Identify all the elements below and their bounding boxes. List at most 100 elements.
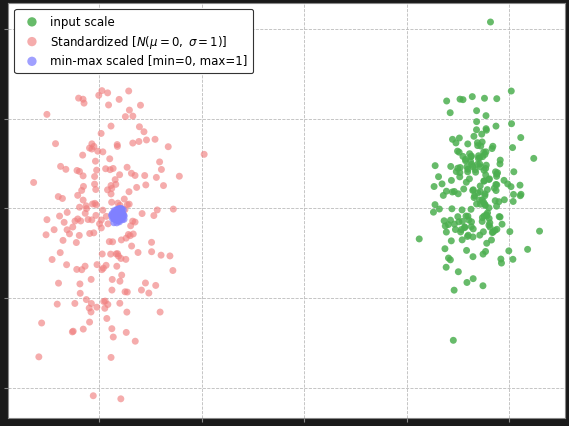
Point — [114, 213, 123, 220]
Point — [116, 213, 125, 219]
Point — [125, 189, 134, 196]
Point — [99, 265, 108, 272]
Point — [100, 305, 109, 312]
Point — [112, 211, 121, 218]
Point — [113, 208, 122, 215]
Point — [112, 215, 121, 222]
Point — [114, 208, 123, 215]
Point — [112, 211, 121, 218]
Point — [89, 42, 98, 49]
Point — [480, 178, 489, 185]
Point — [492, 182, 501, 189]
Point — [106, 183, 116, 190]
Point — [159, 183, 168, 190]
Point — [464, 217, 473, 224]
Point — [117, 237, 126, 244]
Point — [78, 153, 87, 159]
Point — [480, 201, 489, 208]
Point — [118, 210, 127, 217]
Point — [79, 197, 88, 204]
Point — [462, 179, 471, 186]
Point — [90, 201, 100, 207]
Point — [113, 144, 122, 150]
Point — [479, 229, 488, 236]
Point — [516, 135, 525, 141]
Point — [457, 227, 466, 233]
Point — [110, 213, 119, 220]
Point — [75, 233, 84, 239]
Point — [491, 169, 500, 176]
Point — [116, 210, 125, 217]
Point — [118, 212, 127, 219]
Point — [476, 164, 485, 171]
Point — [118, 213, 127, 220]
Point — [112, 211, 121, 218]
Point — [480, 193, 489, 200]
Point — [467, 161, 476, 168]
Point — [480, 213, 489, 220]
Point — [69, 328, 78, 335]
Point — [484, 177, 493, 184]
Point — [439, 193, 448, 199]
Point — [476, 189, 485, 196]
Point — [497, 221, 506, 228]
Point — [128, 113, 137, 120]
Point — [122, 329, 131, 336]
Point — [112, 216, 121, 223]
Point — [117, 206, 126, 213]
Point — [489, 229, 498, 236]
Point — [446, 164, 455, 170]
Point — [484, 222, 493, 229]
Point — [119, 212, 128, 219]
Point — [115, 213, 124, 220]
Point — [117, 210, 126, 217]
Point — [481, 166, 490, 173]
Point — [448, 137, 457, 144]
Point — [108, 276, 117, 283]
Point — [112, 216, 121, 223]
Point — [134, 139, 143, 146]
Point — [469, 187, 478, 194]
Point — [468, 253, 477, 260]
Point — [92, 167, 101, 174]
Point — [455, 170, 464, 176]
Point — [72, 239, 81, 246]
Point — [500, 197, 509, 204]
Point — [122, 164, 131, 171]
Point — [113, 211, 122, 218]
Point — [90, 181, 99, 188]
Point — [125, 201, 134, 208]
Point — [155, 159, 164, 166]
Point — [113, 208, 122, 215]
Point — [473, 140, 482, 147]
Point — [111, 210, 120, 216]
Point — [112, 211, 121, 218]
Point — [492, 188, 501, 195]
Point — [431, 163, 440, 170]
Point — [453, 165, 463, 172]
Point — [112, 212, 121, 219]
Point — [114, 210, 123, 217]
Point — [429, 209, 438, 216]
Point — [54, 280, 63, 287]
Point — [116, 300, 125, 307]
Point — [444, 222, 453, 228]
Point — [130, 173, 139, 179]
Point — [113, 209, 122, 216]
Point — [152, 175, 161, 181]
Point — [200, 152, 209, 158]
Point — [473, 190, 483, 197]
Point — [112, 211, 121, 218]
Point — [505, 229, 514, 236]
Point — [461, 213, 471, 220]
Point — [113, 250, 122, 257]
Point — [149, 213, 158, 219]
Point — [457, 237, 467, 244]
Point — [111, 211, 120, 218]
Point — [114, 206, 123, 213]
Point — [112, 207, 121, 214]
Point — [109, 215, 118, 222]
Point — [112, 210, 121, 217]
Point — [90, 174, 99, 181]
Point — [508, 256, 517, 263]
